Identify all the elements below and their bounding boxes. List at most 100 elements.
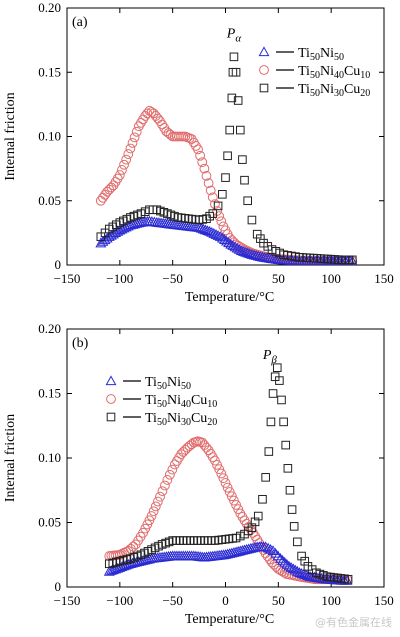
legend-subscript: 30 [334, 88, 344, 99]
legend-element-symbol: Ni [167, 411, 181, 426]
data-point [264, 447, 274, 456]
peak-label-subscript: α [235, 33, 241, 45]
series-square-markers [104, 363, 353, 584]
data-point [240, 175, 249, 185]
data-point [125, 143, 136, 154]
data-point [243, 543, 255, 554]
data-point [228, 67, 238, 77]
data-point [202, 225, 213, 235]
data-point [261, 473, 270, 482]
y-tick-label: 0.15 [38, 64, 61, 79]
data-point [247, 215, 257, 225]
data-point [214, 211, 225, 222]
data-point [129, 218, 141, 229]
data-point [247, 523, 257, 532]
legend-element-symbol: Ti [145, 375, 157, 390]
legend-subscript: 50 [310, 88, 320, 99]
legend-marker [259, 65, 269, 75]
x-tick-label: 150 [374, 593, 394, 608]
legend-element-symbol: Ni [167, 375, 181, 390]
legend-subscript: 10 [207, 399, 217, 410]
x-axis-title: Temperature/°C [185, 612, 274, 627]
watermark-text: @有色金属在线 [315, 615, 392, 629]
data-point [205, 185, 216, 196]
data-point [121, 154, 132, 165]
data-point [98, 192, 108, 203]
x-tick-label: 100 [321, 271, 341, 286]
legend-subscript: 50 [310, 52, 320, 63]
data-point [287, 563, 299, 574]
peak-label: Pα [226, 27, 242, 45]
legend-element-symbol: Ti [145, 411, 157, 426]
data-point [128, 541, 139, 552]
data-point [127, 219, 138, 229]
series-triangle-markers [103, 541, 353, 585]
panel-label: (a) [72, 15, 88, 30]
data-point [245, 542, 257, 553]
data-point [197, 157, 208, 168]
data-point [226, 547, 238, 558]
data-point [267, 545, 279, 556]
y-tick-label: 0.20 [38, 321, 61, 336]
data-point [348, 255, 357, 265]
data-point [234, 545, 246, 556]
data-point [129, 132, 140, 143]
legend-marker [106, 394, 116, 404]
data-point [202, 214, 211, 224]
data-point [207, 192, 218, 203]
data-point [253, 511, 263, 521]
peak-label-subscript: β [270, 354, 277, 366]
legend-label: Ti50Ni50 [145, 375, 191, 392]
legend-element-symbol: Ni [320, 82, 334, 97]
data-point [218, 190, 227, 199]
legend-subscript: 10 [360, 70, 370, 81]
y-axis-title: Internal friction [3, 92, 18, 180]
legend-label: Ti50Ni50 [298, 46, 344, 63]
x-tick-label: 50 [272, 593, 285, 608]
legend-element-symbol: Ti [298, 82, 310, 97]
y-tick-label: 0.10 [38, 450, 61, 465]
data-point [289, 522, 299, 531]
series-triangle-markers [95, 215, 358, 265]
data-point [227, 93, 237, 103]
plot-frame [66, 328, 385, 588]
y-tick-label: 0 [55, 579, 62, 594]
data-point [220, 478, 231, 488]
data-point [231, 242, 243, 253]
plot-frame [66, 7, 385, 266]
data-point [285, 562, 297, 572]
data-point [223, 237, 235, 248]
data-point [203, 178, 214, 189]
panel-label: (b) [72, 336, 89, 351]
data-point [127, 138, 138, 148]
legend-subscript: 40 [181, 399, 191, 410]
data-point [272, 363, 282, 372]
data-point [283, 464, 293, 473]
data-point [347, 255, 358, 265]
data-point [123, 149, 134, 159]
x-tick-label: 0 [222, 271, 229, 286]
data-point [155, 491, 165, 502]
data-point [97, 235, 109, 246]
data-point [193, 144, 203, 155]
data-point [162, 475, 173, 485]
legend-element-symbol: Cu [344, 82, 360, 97]
data-point [272, 550, 284, 561]
x-tick-label: −100 [106, 593, 133, 608]
data-point [124, 219, 136, 230]
data-point [256, 234, 265, 243]
data-point [232, 546, 244, 556]
legend-subscript: 30 [181, 417, 191, 428]
data-point [146, 511, 157, 521]
legend-element-symbol: Ni [320, 64, 334, 79]
chart-panel-a: −150 −100 −50 0 50 100 150 0 0.05 0.10 0.15 0.20 Tem… [3, 0, 394, 305]
peak-label-main: P [262, 348, 272, 363]
data-point [287, 505, 297, 514]
legend-element-symbol: Cu [191, 393, 207, 408]
x-tick-label: 100 [321, 593, 341, 608]
y-tick-label: 0 [55, 257, 62, 272]
data-point [233, 96, 243, 105]
data-point [148, 506, 159, 517]
legend-label: Ti50Ni40Cu10 [298, 64, 370, 81]
